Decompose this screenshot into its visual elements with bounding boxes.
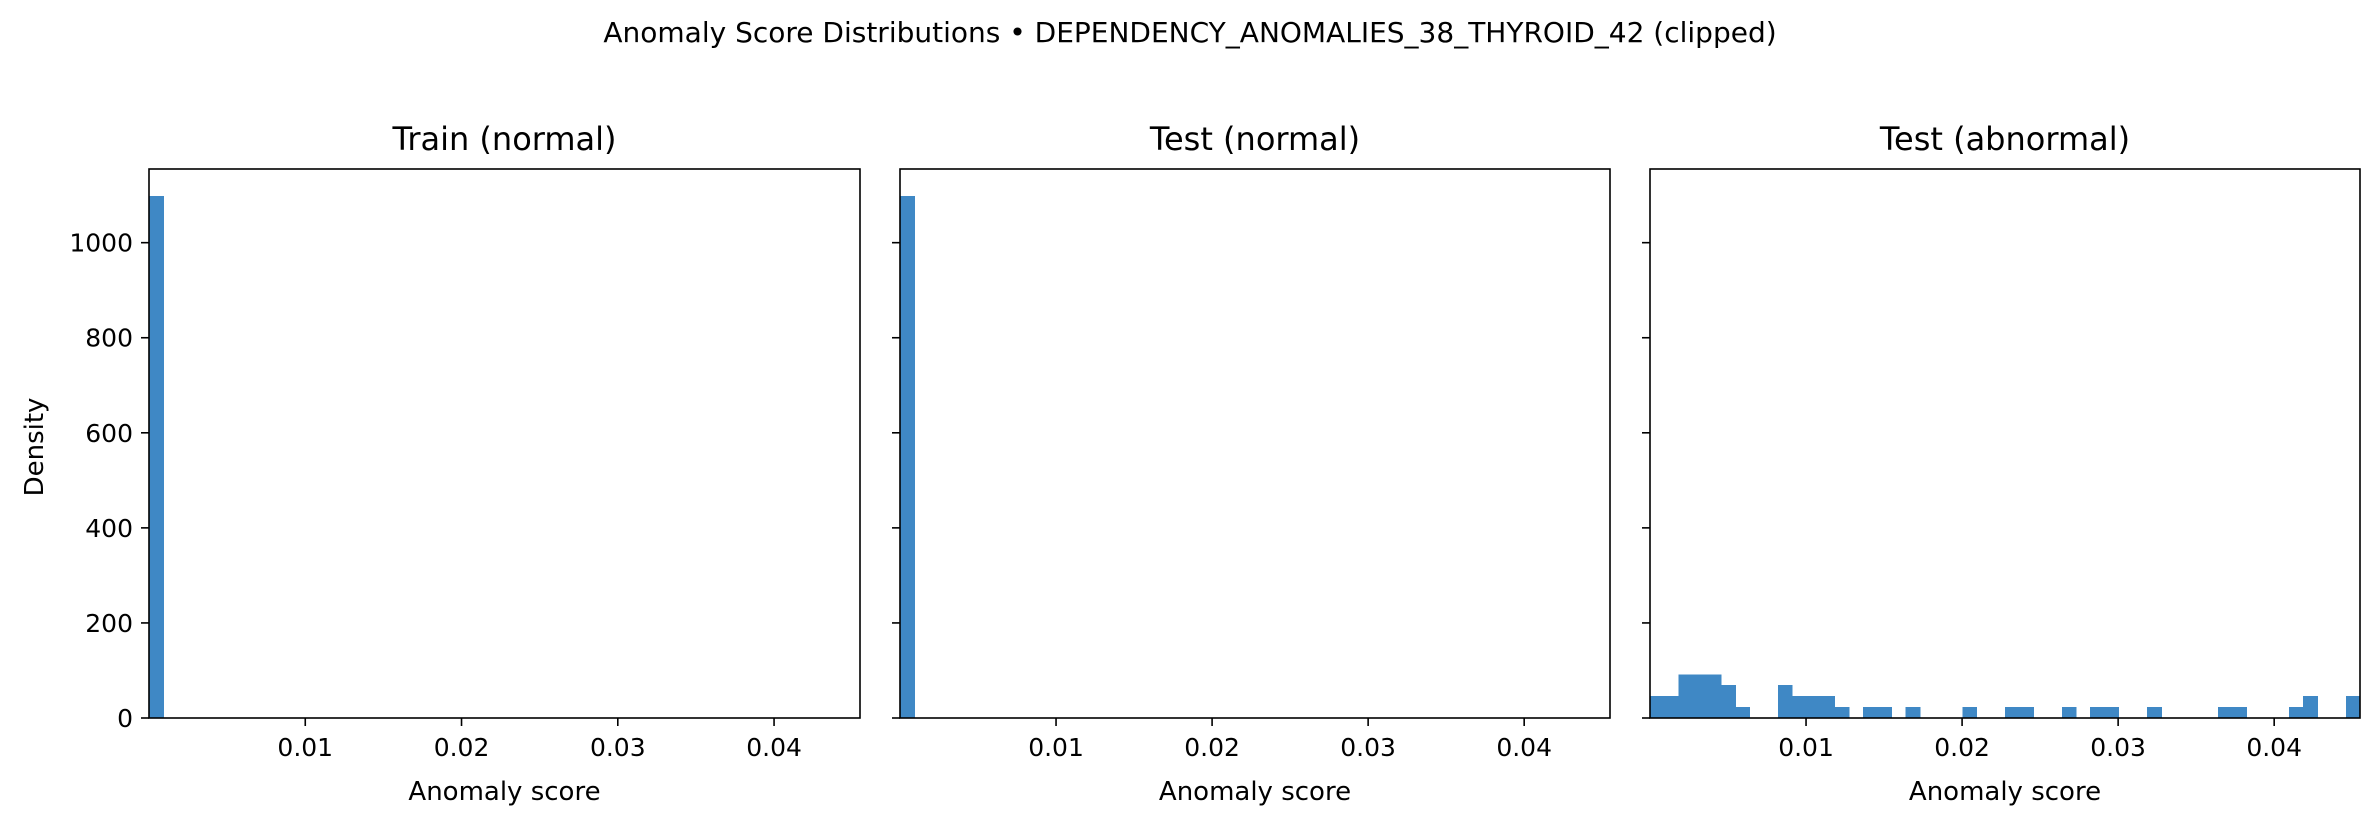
histogram-bar [1777, 685, 1793, 718]
y-tick-label: 400 [85, 514, 133, 543]
x-tick-label: 0.02 [434, 733, 490, 762]
histogram-bar [2005, 707, 2020, 718]
y-axis-label: Density [20, 398, 50, 497]
x-tick-label: 0.02 [1934, 733, 1990, 762]
histogram-bar [1962, 707, 1978, 718]
histogram-bar [1877, 707, 1892, 718]
histogram-bar [1806, 696, 1821, 718]
panel-title: Test (normal) [1149, 120, 1360, 158]
x-axis-label: Anomaly score [1909, 777, 2101, 807]
histogram-bar [1650, 696, 1665, 718]
panel-3: 0.01 0.02 0.03 0.04 Test (abnormal) Anomaly s… [1642, 120, 2361, 807]
histogram-bar [900, 196, 915, 719]
histogram-bar [1721, 685, 1736, 718]
x-tick-label: 0.04 [1496, 733, 1552, 762]
histogram-bar [2019, 707, 2034, 718]
histogram-bar [1692, 674, 1708, 718]
panels: 0.01 0.02 0.03 0.04 0 200 400 600 800 1000 Train (… [69, 120, 2361, 807]
histogram-bar [2147, 707, 2162, 718]
histogram-bar [1905, 707, 1921, 718]
histogram-bar [2061, 707, 2077, 718]
x-tick-label: 0.03 [590, 733, 646, 762]
x-axis-label: Anomaly score [408, 777, 600, 807]
histogram-bar [2345, 696, 2361, 718]
histogram-bar [1820, 696, 1836, 718]
panel-2: 0.01 0.02 0.03 0.04 Test (normal) Anomaly sco… [892, 120, 1611, 807]
histogram-bar [1735, 707, 1750, 718]
histogram-bar [1678, 674, 1694, 718]
x-tick-label: 0.04 [746, 733, 802, 762]
x-tick-label: 0.02 [1184, 733, 1240, 762]
histogram-bar [149, 196, 164, 719]
axes-frame [148, 168, 861, 719]
y-tick-label: 0 [117, 704, 133, 733]
histogram-bar [1664, 696, 1679, 718]
y-tick-label: 200 [85, 609, 133, 638]
x-tick-label: 0.01 [1028, 733, 1084, 762]
histogram-bar [1863, 707, 1878, 718]
histogram-bar [2218, 707, 2233, 718]
y-tick-label: 1000 [69, 229, 133, 258]
panel-title: Train (normal) [391, 120, 616, 158]
histogram-bar [2104, 707, 2120, 718]
histogram-bar [2289, 707, 2304, 718]
x-tick-label: 0.01 [277, 733, 333, 762]
histogram-bar [2303, 696, 2318, 718]
y-tick-label: 800 [85, 324, 133, 353]
x-tick-label: 0.03 [2090, 733, 2146, 762]
histogram-bar [1792, 696, 1807, 718]
histogram-bar [2090, 707, 2105, 718]
histogram-bar [2232, 707, 2247, 718]
x-tick-label: 0.04 [2246, 733, 2302, 762]
histogram-bar [1706, 674, 1722, 718]
x-tick-label: 0.03 [1340, 733, 1396, 762]
histogram-bar [1834, 707, 1850, 718]
x-axis-label: Anomaly score [1159, 777, 1351, 807]
x-tick-label: 0.01 [1778, 733, 1834, 762]
y-tick-label: 600 [85, 419, 133, 448]
figure-suptitle: Anomaly Score Distributions • DEPENDENCY… [603, 16, 1776, 49]
panel-title: Test (abnormal) [1879, 120, 2130, 158]
axes-frame [899, 168, 1611, 719]
axes-frame [1649, 168, 2361, 719]
panel-1: 0.01 0.02 0.03 0.04 0 200 400 600 800 1000 Train (… [69, 120, 861, 807]
